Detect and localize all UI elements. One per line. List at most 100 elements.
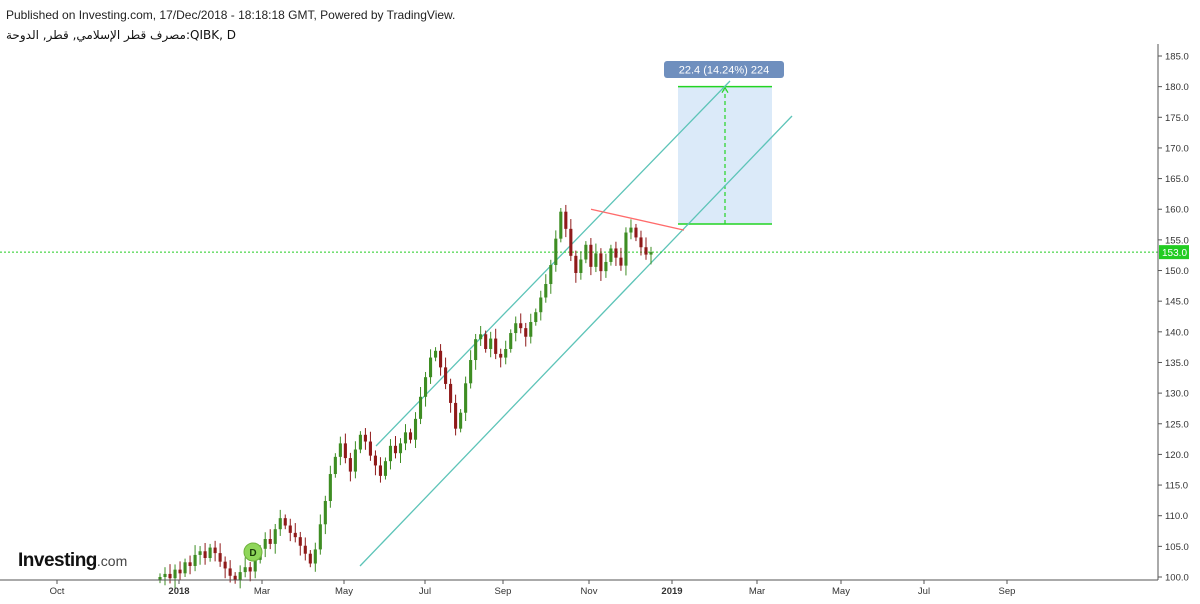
candle-body xyxy=(554,238,558,266)
candle-body xyxy=(298,537,302,546)
candle-body xyxy=(378,465,383,476)
x-tick-label: Jul xyxy=(918,586,930,597)
candle-body xyxy=(163,573,167,577)
candle-body xyxy=(549,265,553,285)
candle-body xyxy=(614,248,618,258)
candle-body xyxy=(509,333,513,349)
target-arrow xyxy=(721,86,729,93)
candle-body xyxy=(303,545,307,554)
y-tick-label: 110.0 xyxy=(1165,511,1188,522)
candle-body xyxy=(158,577,162,580)
x-tick-label: Oct xyxy=(50,586,65,597)
candle-body xyxy=(469,360,473,384)
candle-body xyxy=(338,443,342,457)
x-tick-label: May xyxy=(832,586,850,597)
candle-body xyxy=(444,367,448,384)
candle-body xyxy=(594,253,598,267)
y-tick-label: 140.0 xyxy=(1165,327,1189,338)
x-tick-label: Sep xyxy=(999,586,1016,597)
candle-body xyxy=(228,568,232,576)
candle-body xyxy=(413,418,418,440)
measure-badge: 22.4 (14.24%) 224 xyxy=(664,61,784,78)
y-tick-label: 130.0 xyxy=(1165,389,1189,400)
dividend-marker[interactable]: D xyxy=(243,542,263,562)
y-tick-label: 150.0 xyxy=(1165,266,1189,277)
candle-body xyxy=(308,553,312,564)
candle-body xyxy=(439,350,443,368)
candle-body xyxy=(363,434,367,442)
candle-body xyxy=(524,328,528,337)
candle-body xyxy=(323,500,327,525)
candle-body xyxy=(398,443,403,454)
candle-body xyxy=(584,244,588,260)
candle-body xyxy=(393,445,398,454)
candle-body xyxy=(619,257,623,266)
candle-body xyxy=(273,529,277,544)
candle-body xyxy=(283,518,287,526)
x-tick-label: May xyxy=(335,586,353,597)
candle-body xyxy=(193,554,197,566)
candle-body xyxy=(624,232,628,266)
candle-body xyxy=(248,567,252,572)
candle-body xyxy=(649,252,653,255)
candle-body xyxy=(343,443,347,459)
y-tick-label: 180.0 xyxy=(1165,82,1189,93)
candle-body xyxy=(403,432,408,444)
candle-body xyxy=(218,553,222,562)
x-tick-label: Mar xyxy=(254,586,270,597)
y-tick-label: 170.0 xyxy=(1165,143,1189,154)
published-notice: Published on Investing.com, 17/Dec/2018 … xyxy=(6,8,456,22)
candle-body xyxy=(579,259,583,273)
candle-body xyxy=(243,567,247,573)
candle-body xyxy=(454,402,458,429)
candle-body xyxy=(474,339,478,361)
candle-body xyxy=(188,562,192,566)
x-tick-label: Jul xyxy=(419,586,431,597)
channel-upper-line[interactable] xyxy=(375,80,731,447)
candle-body xyxy=(514,323,518,334)
candle-body xyxy=(213,547,217,554)
candle-body xyxy=(168,573,172,579)
candle-body xyxy=(423,377,428,397)
candle-body xyxy=(418,396,423,419)
candle-body xyxy=(494,338,498,354)
y-tick-label: 135.0 xyxy=(1165,358,1189,369)
y-tick-label: 125.0 xyxy=(1165,419,1189,430)
candle-body xyxy=(479,334,483,340)
y-tick-label: 160.0 xyxy=(1165,205,1189,216)
candle-body xyxy=(434,350,438,358)
candle-body xyxy=(173,569,177,579)
resistance-line[interactable] xyxy=(590,208,685,231)
candle-body xyxy=(288,525,292,533)
candle-body xyxy=(599,253,603,272)
candle-body xyxy=(544,284,548,298)
candle-body xyxy=(268,538,272,544)
candle-body xyxy=(464,383,468,413)
x-tick-label: 2019 xyxy=(661,586,682,597)
target-box[interactable] xyxy=(678,86,772,224)
y-tick-label: 175.0 xyxy=(1165,113,1189,124)
candle-body xyxy=(559,211,563,239)
candle-body xyxy=(313,549,317,564)
x-tick-label: Sep xyxy=(495,586,512,597)
candle-body xyxy=(428,357,433,378)
y-tick-label: 105.0 xyxy=(1165,542,1189,553)
candle-body xyxy=(484,334,488,349)
candle-body xyxy=(348,458,352,472)
candle-body xyxy=(203,551,207,558)
candle-body xyxy=(449,383,453,403)
y-tick-label: 120.0 xyxy=(1165,450,1189,461)
candle-body xyxy=(388,445,393,462)
candle-body xyxy=(183,562,187,574)
candle-body xyxy=(604,261,608,272)
candle-body xyxy=(504,348,508,358)
candle-body xyxy=(408,432,413,440)
candle-body xyxy=(333,456,337,475)
x-tick-label: Nov xyxy=(581,586,598,597)
candle-body xyxy=(263,538,267,549)
channel-lower-line[interactable] xyxy=(359,115,793,567)
candle-body xyxy=(639,237,643,248)
candle-body xyxy=(569,228,573,256)
candle-body xyxy=(383,461,388,476)
